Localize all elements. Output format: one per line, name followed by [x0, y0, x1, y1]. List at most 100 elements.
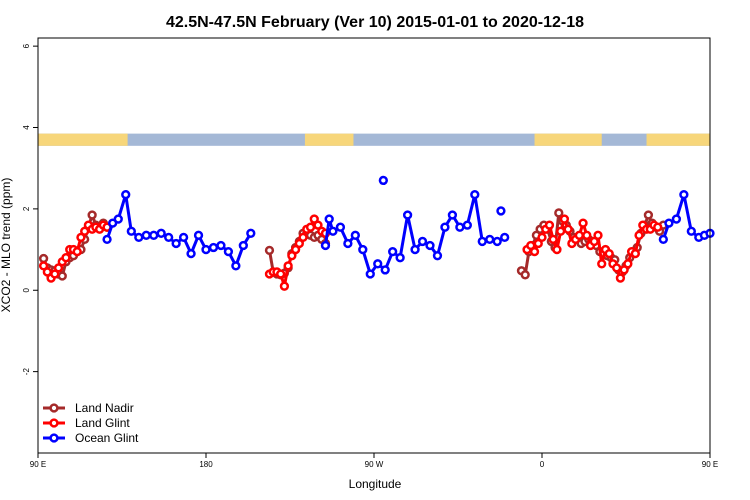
data-point	[186, 248, 196, 259]
data-point	[378, 175, 388, 186]
legend-item: Land Glint	[43, 416, 130, 430]
y-tick-label: 0	[22, 287, 31, 292]
data-point	[630, 248, 640, 259]
data-point	[410, 244, 420, 255]
data-point	[556, 226, 566, 236]
data-point	[208, 242, 219, 253]
data-point	[102, 234, 112, 245]
data-point	[578, 218, 588, 228]
y-tick-label: 2	[22, 206, 31, 211]
data-point	[57, 271, 67, 281]
data-point	[671, 214, 682, 224]
data-point	[373, 259, 383, 269]
legend-item: Land Nadir	[43, 401, 134, 415]
data-point	[350, 230, 360, 240]
data-point	[462, 220, 472, 230]
data-point	[679, 189, 689, 200]
data-point	[612, 263, 622, 273]
data-point	[343, 238, 353, 249]
data-point	[201, 244, 211, 255]
data-point	[492, 236, 502, 247]
data-point	[563, 224, 573, 234]
legend-swatch-marker	[49, 403, 59, 413]
data-point	[395, 253, 405, 263]
data-point	[231, 261, 241, 271]
data-point	[470, 189, 480, 200]
x-tick-label: 90 W	[365, 460, 384, 469]
data-point	[298, 232, 308, 243]
series-land-glint	[38, 214, 663, 291]
y-tick-label: -2	[22, 368, 31, 376]
data-point	[246, 228, 256, 238]
land-band-2	[304, 133, 354, 146]
data-point	[380, 265, 390, 275]
data-point	[425, 240, 435, 251]
data-point	[574, 230, 584, 240]
data-point	[554, 208, 564, 218]
land-ocean-mask	[38, 133, 710, 146]
data-point	[38, 253, 49, 264]
series-ocean-glint	[102, 175, 715, 279]
data-point	[126, 226, 136, 236]
data-point	[328, 226, 338, 236]
data-point	[238, 240, 248, 251]
data-point	[520, 270, 530, 280]
data-point	[178, 232, 189, 243]
land-band-1	[38, 133, 128, 146]
data-point	[548, 234, 558, 245]
data-point	[365, 269, 375, 279]
data-point	[324, 214, 334, 224]
data-point	[537, 232, 547, 243]
data-point	[552, 244, 562, 255]
land-band-4	[646, 133, 710, 146]
data-point	[432, 251, 443, 261]
legend-item: Ocean Glint	[43, 431, 139, 445]
data-point	[320, 240, 331, 251]
legend-label: Land Nadir	[75, 401, 134, 415]
data-point	[72, 246, 82, 257]
x-tick-label: 90 E	[30, 460, 46, 469]
data-point	[496, 206, 506, 216]
data-point	[171, 238, 181, 249]
x-axis: 90 E 180 90 W 0 90 E	[30, 453, 718, 469]
data-point	[582, 230, 592, 240]
data-point	[593, 230, 603, 240]
y-axis: -2 0 2 4 6	[22, 43, 38, 375]
series-layer	[38, 175, 715, 291]
data-point	[440, 222, 450, 232]
data-point	[604, 248, 614, 259]
ocean-band	[38, 133, 710, 146]
data-point	[223, 246, 234, 257]
y-tick-label: 4	[22, 125, 31, 130]
x-tick-label: 0	[540, 460, 545, 469]
data-point	[193, 230, 204, 240]
x-tick-label: 180	[199, 460, 213, 469]
x-axis-label: Longitude	[349, 477, 402, 491]
data-point	[283, 261, 293, 271]
data-point	[121, 189, 131, 200]
y-axis-label: XCO2 - MLO trend (ppm)	[0, 178, 13, 313]
data-point	[686, 226, 696, 236]
data-point	[279, 281, 290, 291]
data-point	[216, 240, 226, 251]
data-point	[113, 214, 123, 224]
data-point	[134, 232, 144, 243]
data-point	[358, 244, 368, 255]
data-point	[485, 234, 495, 245]
data-point	[477, 236, 487, 247]
y-tick-label: 6	[22, 43, 31, 48]
data-point	[500, 232, 510, 243]
data-point	[653, 222, 663, 232]
data-point	[61, 253, 71, 263]
data-point	[634, 230, 644, 240]
data-point	[455, 222, 465, 232]
data-point	[643, 210, 654, 220]
data-point	[305, 222, 316, 232]
data-point	[529, 246, 540, 257]
chart-title: 42.5N-47.5N February (Ver 10) 2015-01-01…	[166, 14, 584, 31]
legend-label: Ocean Glint	[75, 431, 139, 445]
data-point	[402, 210, 413, 220]
plot-frame	[37, 37, 711, 454]
